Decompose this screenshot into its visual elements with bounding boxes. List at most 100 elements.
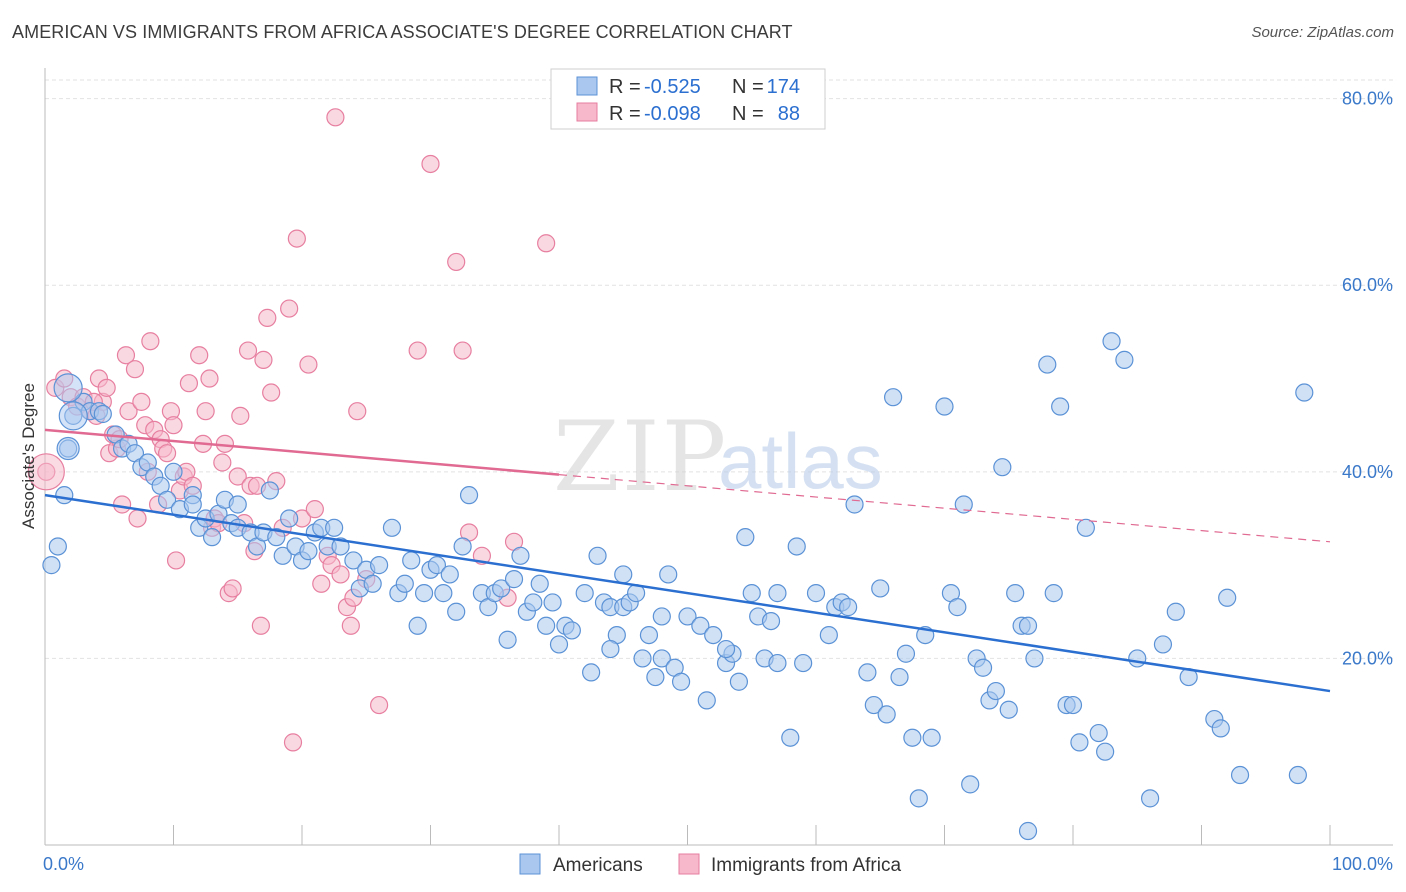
data-point [511, 546, 530, 565]
data-point [348, 402, 367, 421]
data-point [993, 458, 1012, 477]
data-point [128, 509, 147, 528]
data-point [228, 495, 247, 514]
data-point [948, 598, 967, 617]
data-point [819, 625, 838, 645]
data-point [453, 537, 472, 556]
data-point [305, 500, 324, 519]
data-point [382, 518, 402, 537]
data-point [459, 486, 479, 505]
data-point [1076, 518, 1095, 537]
data-point [1070, 733, 1089, 752]
chart-title: AMERICAN VS IMMIGRANTS FROM AFRICA ASSOC… [12, 22, 793, 42]
data-point [1218, 588, 1237, 607]
data-point [223, 579, 242, 598]
data-point [890, 667, 909, 687]
data-point [325, 518, 344, 537]
immigrants-points [27, 108, 556, 752]
data-point [363, 574, 382, 593]
data-point [768, 584, 787, 603]
data-point [839, 598, 858, 617]
data-point [42, 556, 61, 575]
data-point [254, 350, 273, 369]
data-point [742, 584, 761, 603]
legend-r-label-americans: R = [609, 76, 641, 98]
data-point [251, 616, 270, 635]
bottom-legend-swatch-immigrants [678, 853, 700, 875]
data-point [166, 551, 186, 570]
data-point [179, 374, 199, 393]
data-point [691, 616, 710, 635]
watermark-atlas: atlas [718, 417, 883, 505]
data-point [280, 509, 299, 528]
trend-line [44, 493, 1331, 693]
legend-n-value-immigrants: 88 [778, 103, 800, 125]
data-point [986, 681, 1006, 701]
y-axis-title: Associate's Degree [19, 383, 38, 529]
bottom-legend: Americans Immigrants from Africa [519, 853, 901, 876]
watermark-zip: ZIP [553, 401, 728, 513]
data-point [530, 574, 549, 593]
data-point [402, 551, 421, 570]
data-point [652, 649, 671, 668]
gridlines [45, 79, 1393, 659]
data-point [408, 616, 427, 635]
data-point [164, 462, 183, 481]
data-point [877, 705, 896, 724]
bottom-legend-americans: Americans [553, 855, 643, 876]
data-point [453, 341, 472, 360]
legend-r-value-americans: -0.525 [644, 76, 701, 98]
data-point [999, 700, 1018, 719]
americans-points [42, 332, 1314, 841]
data-point [1211, 719, 1230, 738]
data-point [344, 551, 363, 570]
data-point [1051, 397, 1070, 416]
data-point [575, 584, 594, 603]
data-point [736, 528, 755, 547]
data-point [262, 383, 281, 402]
data-point [549, 635, 569, 654]
trend-lines [44, 428, 1331, 693]
data-point [112, 495, 132, 514]
data-point [504, 570, 524, 589]
data-point [768, 653, 787, 673]
data-point [231, 406, 250, 425]
data-point [1096, 742, 1115, 761]
data-point [434, 584, 453, 603]
data-point [116, 346, 136, 365]
legend-n-value-americans: 174 [767, 76, 800, 98]
data-point [1288, 765, 1307, 785]
data-point [202, 528, 222, 547]
data-point [119, 402, 138, 421]
data-point [93, 404, 112, 424]
data-point [537, 234, 556, 253]
data-point [331, 537, 350, 556]
y-tick-label: 20.0% [1342, 648, 1393, 668]
data-point [1038, 355, 1057, 374]
data-point [704, 625, 723, 645]
legend-r-label-immigrants: R = [609, 103, 641, 125]
data-point [341, 616, 360, 635]
data-point [299, 542, 318, 561]
data-point [883, 388, 903, 407]
data-point [909, 789, 928, 808]
data-point [132, 392, 151, 411]
data-point [1140, 789, 1160, 808]
data-point [639, 625, 659, 645]
data-point [498, 630, 517, 649]
data-point [183, 495, 202, 514]
data-point [1295, 383, 1314, 402]
data-point [312, 574, 331, 593]
data-point [141, 332, 160, 351]
data-point [1089, 723, 1108, 743]
data-point [922, 728, 941, 747]
data-point [370, 556, 389, 575]
data-point [1230, 765, 1250, 785]
data-point [652, 607, 671, 626]
data-point [213, 453, 232, 472]
data-point [228, 467, 247, 486]
data-point [716, 639, 736, 659]
legend-box: R = -0.525 N = 174 R = -0.098 N = 88 [550, 68, 826, 130]
data-point [157, 444, 177, 463]
